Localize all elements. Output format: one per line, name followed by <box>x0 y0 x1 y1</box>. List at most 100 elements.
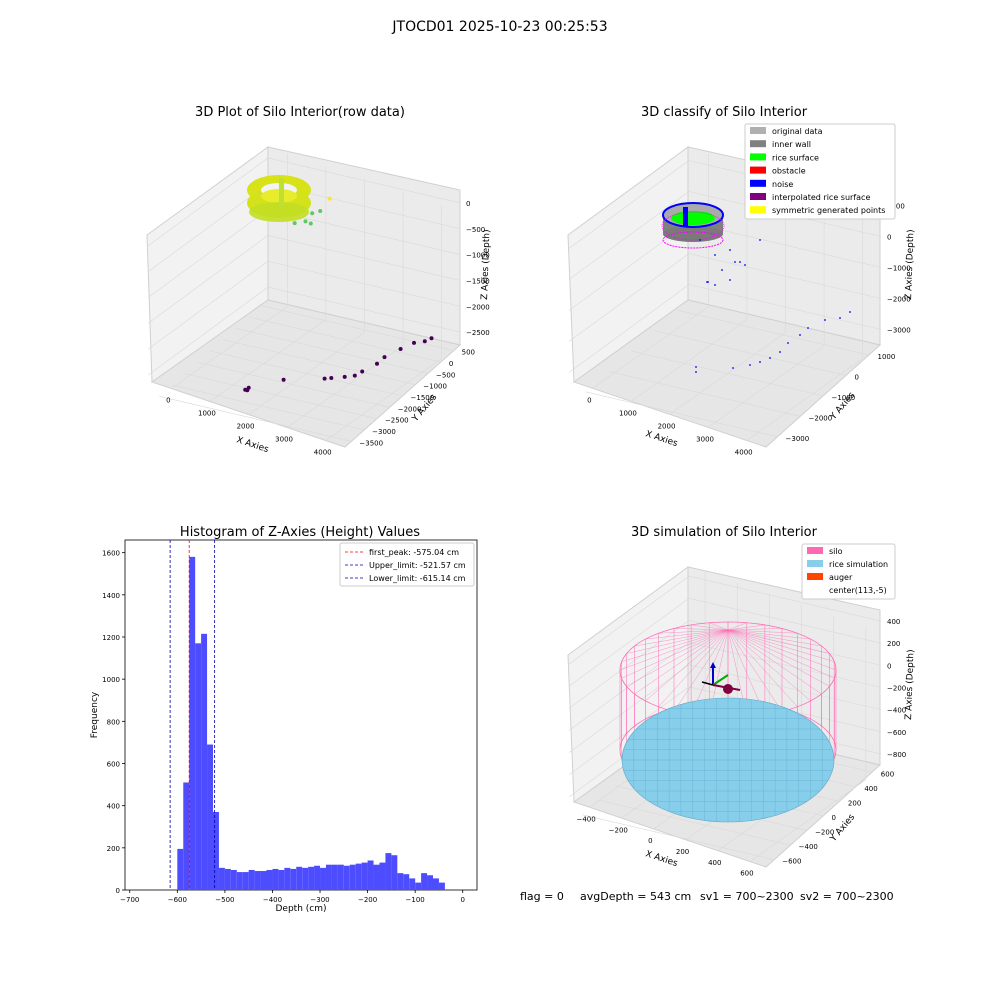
histogram-bar <box>373 864 380 890</box>
grid-line-y <box>210 350 403 397</box>
grid-line-z-left <box>568 160 690 249</box>
x-tick-label: −700 <box>120 896 139 904</box>
grid-line-y <box>598 799 791 846</box>
histogram-bar <box>195 643 202 890</box>
histogram-bar <box>355 863 362 890</box>
silo-roof-wire <box>727 629 822 647</box>
grid-line-z-left <box>568 620 690 709</box>
z-tick-label: −400 <box>887 707 906 715</box>
x-tick-label: 0 <box>587 397 591 405</box>
histogram-bar <box>409 878 416 890</box>
panel1-zlabel: Z Axies (Depth) <box>480 229 492 300</box>
legend-swatch <box>807 573 823 580</box>
y-tick-label: −400 <box>799 843 818 851</box>
silo-roof-wire <box>727 629 811 702</box>
silo-roof-wire <box>621 629 729 679</box>
legend-swatch <box>750 166 766 174</box>
data-point <box>342 374 347 379</box>
legend-label: rice simulation <box>829 560 888 569</box>
histogram-bar <box>367 860 374 890</box>
noise-point <box>799 334 801 336</box>
panel2-noise-points <box>695 239 851 373</box>
y-tick-label: 600 <box>881 770 894 778</box>
x-tick-label: 4000 <box>735 449 753 457</box>
data-point <box>398 347 403 351</box>
x-tick-label: 1000 <box>619 410 637 418</box>
histogram-bar <box>189 556 196 890</box>
legend-swatch <box>750 140 766 148</box>
panel4-title: 3D simulation of Silo Interior <box>631 525 818 540</box>
grid-line-x <box>592 306 709 389</box>
x-tick-label: −500 <box>215 896 234 904</box>
z-tick-label: −2000 <box>466 303 490 311</box>
panel2-ticks: 0 1000 2000 3000 4000 1000 0 −1000 −2000 −3000 100… <box>587 203 911 457</box>
y-tick-label: −500 <box>436 371 455 379</box>
grid-line-z <box>267 235 461 281</box>
panel2-title: 3D classify of Silo Interior <box>641 105 808 120</box>
noise-point <box>695 366 697 368</box>
silo-roof-wire <box>634 629 729 695</box>
panel2-zlabel: Z Axies (Depth) <box>904 229 916 300</box>
data-point <box>412 340 416 345</box>
histogram-bar <box>391 855 398 890</box>
histogram-bar <box>385 853 392 890</box>
grid-line-z-left <box>147 286 269 376</box>
histogram-bar <box>224 868 231 890</box>
y-tick-label: 1400 <box>102 592 120 600</box>
panel-classify: 3D classify of Silo Interior 0 1000 2000 30… <box>567 105 916 457</box>
x-tick-label: 1000 <box>198 410 216 418</box>
histogram-bar <box>331 864 338 890</box>
panel3-ticks: −700 −600 −500 −400 −300 −200 −100 0 0 200 400 600 8… <box>102 550 465 904</box>
x-tick-label: 400 <box>708 859 721 867</box>
y-tick-label: 0 <box>449 360 453 368</box>
grid-line-z <box>688 642 882 688</box>
legend-swatch <box>750 179 766 187</box>
y-tick-label: 0 <box>832 814 836 822</box>
histogram-bar <box>343 865 350 890</box>
grid-line-z-left <box>568 575 690 665</box>
y-tick-label: −2000 <box>398 405 422 413</box>
silo-roof-wire <box>727 629 835 679</box>
noise-point <box>787 342 789 344</box>
grid-line-y <box>608 371 801 417</box>
silo-roof-wire <box>673 628 729 631</box>
noise-point <box>714 254 716 256</box>
panel4-rice-mesh <box>622 698 834 822</box>
histogram-bar <box>427 875 433 890</box>
legend-label: rice surface <box>772 153 819 162</box>
silo-roof-wire <box>634 629 729 647</box>
grid-line-z <box>267 286 461 333</box>
z-tick-label: −3000 <box>887 327 911 335</box>
grid-line-x <box>749 779 867 862</box>
y-tick-label: 200 <box>107 845 120 853</box>
histogram-bar <box>337 864 344 890</box>
silo-roof-wire <box>658 629 729 707</box>
histogram-bar <box>397 873 404 890</box>
histogram-bar <box>266 869 273 890</box>
noise-point <box>759 239 761 241</box>
histogram-bar <box>415 882 422 890</box>
data-point <box>429 336 434 341</box>
silo-roof-wire <box>645 629 729 640</box>
data-point <box>303 219 308 224</box>
grid-line-z-left <box>568 642 690 731</box>
histogram-bar <box>230 869 237 890</box>
x-tick-label: 3000 <box>696 436 714 444</box>
histogram-bar <box>260 871 267 890</box>
z-tick-label: 1000 <box>887 203 905 211</box>
panel3-plot-area <box>124 539 478 891</box>
silo-roof-wire <box>645 629 729 702</box>
y-tick-label: −1000 <box>423 383 447 391</box>
histogram-bar <box>248 869 255 890</box>
histogram-bar <box>207 744 213 890</box>
noise-point <box>759 361 761 363</box>
histogram-bar <box>361 862 368 890</box>
data-point <box>329 376 334 380</box>
legend-label: Lower_limit: -615.14 cm <box>369 574 466 583</box>
grid-line-z-left <box>147 157 269 247</box>
panel1-ring-cluster <box>247 175 311 222</box>
legend-label: first_peak: -575.04 cm <box>369 548 459 557</box>
data-point <box>322 376 327 381</box>
grid-line-x <box>746 358 863 441</box>
